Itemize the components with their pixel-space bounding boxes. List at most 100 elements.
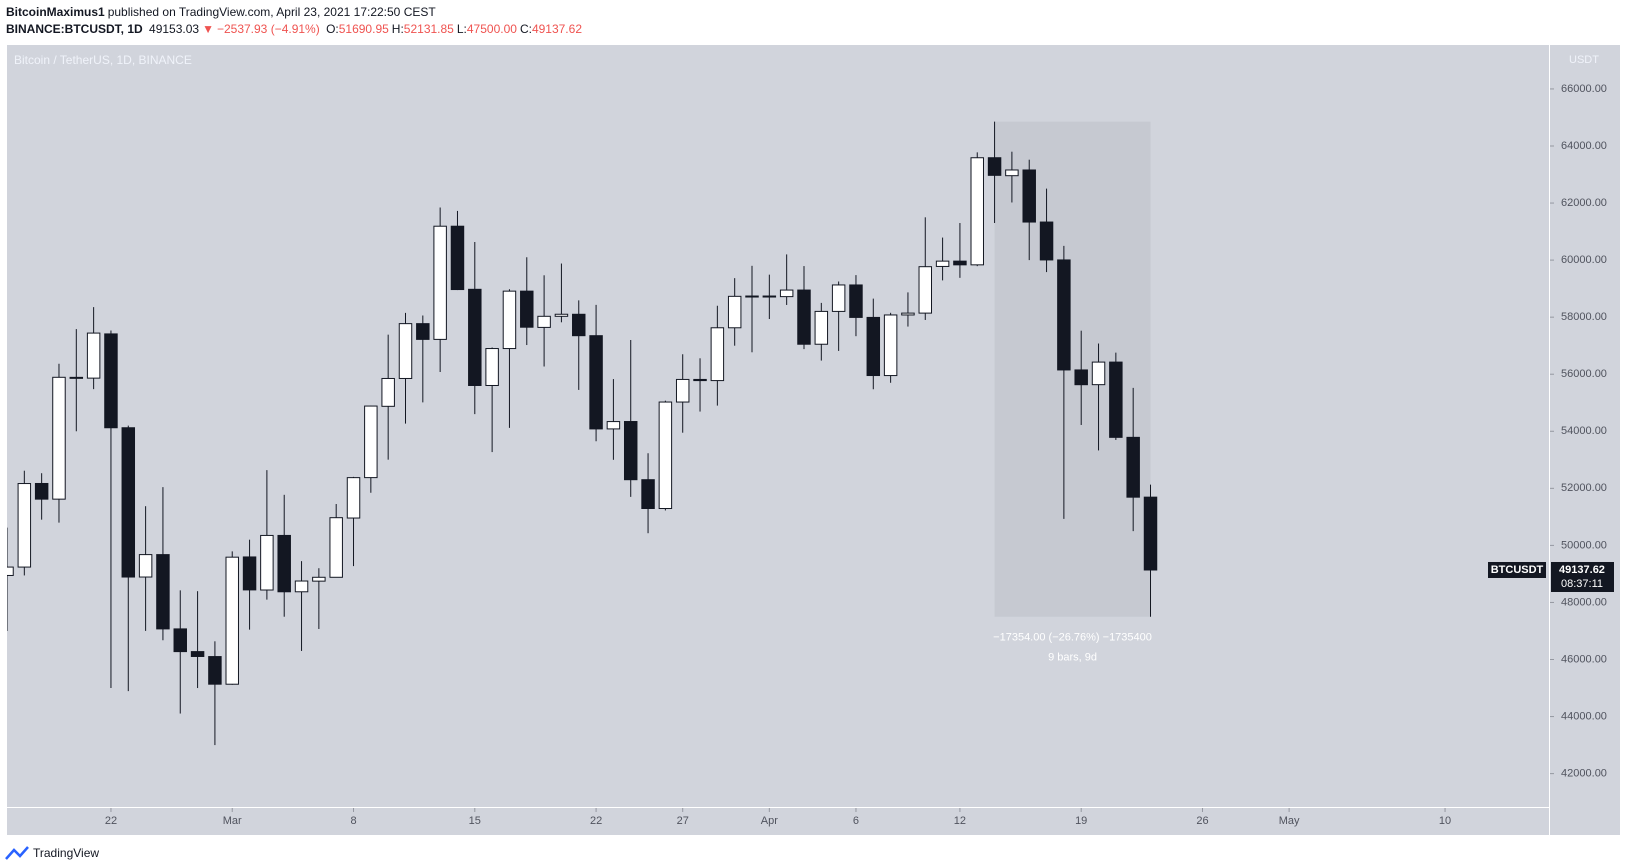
candle-body xyxy=(433,225,447,340)
candle-body xyxy=(156,554,170,630)
ohlc-value: 51690.95 xyxy=(338,22,389,36)
x-tick-label: 10 xyxy=(1439,815,1451,827)
y-tick-label: 64000.00 xyxy=(1561,140,1607,152)
candle-body xyxy=(86,332,101,379)
y-unit: USDT xyxy=(1569,54,1599,66)
y-tick-label: 44000.00 xyxy=(1561,710,1607,722)
candle-body xyxy=(1022,169,1036,223)
ohlc-value: 52131.85 xyxy=(403,22,454,36)
candle-body xyxy=(935,260,950,267)
ohlc-label: C: xyxy=(519,22,532,36)
candle-body xyxy=(242,556,257,591)
x-tick-label: 22 xyxy=(105,815,117,827)
candle-body xyxy=(225,556,239,685)
plot-background xyxy=(7,45,1549,807)
candle-body xyxy=(623,421,638,481)
candle-body xyxy=(277,534,291,593)
x-tick-label: 15 xyxy=(469,815,481,827)
ohlc-value: 47500.00 xyxy=(466,22,517,36)
candle-body xyxy=(953,260,967,266)
countdown-text: 08:37:11 xyxy=(1561,578,1603,590)
measure-bars: 9 bars, 9d xyxy=(1048,652,1097,664)
y-tick-label: 46000.00 xyxy=(1561,653,1607,665)
candle-body xyxy=(416,323,430,340)
candle-body xyxy=(693,378,707,382)
candle-body xyxy=(572,313,586,337)
y-tick-label: 54000.00 xyxy=(1561,425,1607,437)
candle-body xyxy=(485,348,499,386)
candle-body xyxy=(1109,361,1123,438)
x-tick-label: 8 xyxy=(350,815,356,827)
x-tick-label: Apr xyxy=(761,815,778,827)
y-tick-label: 62000.00 xyxy=(1561,197,1607,209)
candle-body xyxy=(537,315,551,328)
candle-body xyxy=(52,376,66,500)
candle-body xyxy=(745,295,759,298)
measure-box xyxy=(994,121,1151,617)
x-tick-label: 22 xyxy=(590,815,602,827)
candle-body xyxy=(1091,361,1106,386)
symbol-tag-text: BTCUSDT xyxy=(1491,564,1544,576)
candle-body xyxy=(138,554,153,578)
footer-brand: TradingView xyxy=(33,846,99,860)
candle-body xyxy=(831,284,846,312)
x-tick-label: May xyxy=(1279,815,1300,827)
ohlc-value: 49137.62 xyxy=(531,22,582,36)
candle-body xyxy=(814,310,829,345)
candle-body xyxy=(1039,221,1054,261)
candle-body xyxy=(34,482,49,500)
chart-title: Bitcoin / TetherUS, 1D, BINANCE xyxy=(14,53,192,67)
x-tick-label: 6 xyxy=(853,815,859,827)
candle-body xyxy=(987,157,1002,176)
candle-body xyxy=(1143,496,1158,571)
candle-body xyxy=(554,313,569,317)
candle-body xyxy=(17,483,32,568)
candle-body xyxy=(1074,369,1088,386)
x-tick-label: 27 xyxy=(677,815,689,827)
candle-body xyxy=(918,266,933,314)
candle-body xyxy=(294,580,309,593)
candle-body xyxy=(866,316,881,377)
candle-body xyxy=(762,295,777,298)
y-axis-panel xyxy=(1550,45,1620,835)
x-tick-label: 26 xyxy=(1196,815,1208,827)
candle-body xyxy=(173,628,187,653)
candle-body xyxy=(727,295,742,329)
candle-body xyxy=(260,534,274,591)
candle-body xyxy=(364,405,378,479)
candle-body xyxy=(1126,436,1140,498)
candle-body xyxy=(121,427,136,578)
y-tick-label: 56000.00 xyxy=(1561,368,1607,380)
x-tick-label: 12 xyxy=(954,815,966,827)
ohlc-label: H: xyxy=(391,22,404,36)
candle-body xyxy=(849,284,863,318)
author: BitcoinMaximus1 xyxy=(6,5,105,19)
y-tick-label: 60000.00 xyxy=(1561,254,1607,266)
y-tick-label: 42000.00 xyxy=(1561,768,1607,780)
published: published on TradingView.com, April 23, … xyxy=(107,5,436,19)
candle-body xyxy=(450,225,465,291)
change: −2537.93 (−4.91%) xyxy=(216,22,320,36)
candle-body xyxy=(312,576,326,582)
candle-body xyxy=(104,333,118,429)
header-line-2: BINANCE:BTCUSDT, 1D 49153.03 ▼ −2537.93 (−… xyxy=(6,22,588,36)
x-tick-label: 19 xyxy=(1075,815,1087,827)
x-tick-label: Mar xyxy=(223,815,242,827)
plot: −17354.00 (−26.76%) −1735400 9 bars, 9d xyxy=(7,121,1158,746)
candle-body xyxy=(329,517,343,578)
candle-body xyxy=(190,651,205,657)
symbol-tag xyxy=(1488,561,1546,578)
symbol: BINANCE:BTCUSDT, 1D xyxy=(6,22,143,36)
candle-body xyxy=(797,289,811,345)
ohlc-label: L: xyxy=(456,22,467,36)
candle-body xyxy=(675,378,690,403)
candle-body xyxy=(346,477,361,519)
ohlc: O:51690.95 H:52131.85 L:47500.00 C:49137.62 xyxy=(326,22,585,36)
last-price-text: 49137.62 xyxy=(1559,564,1605,576)
candle-body xyxy=(779,289,794,298)
arrow: ▼ xyxy=(202,22,214,36)
candle-body xyxy=(589,335,603,430)
candle-body xyxy=(970,157,984,266)
candle-body xyxy=(641,479,655,510)
